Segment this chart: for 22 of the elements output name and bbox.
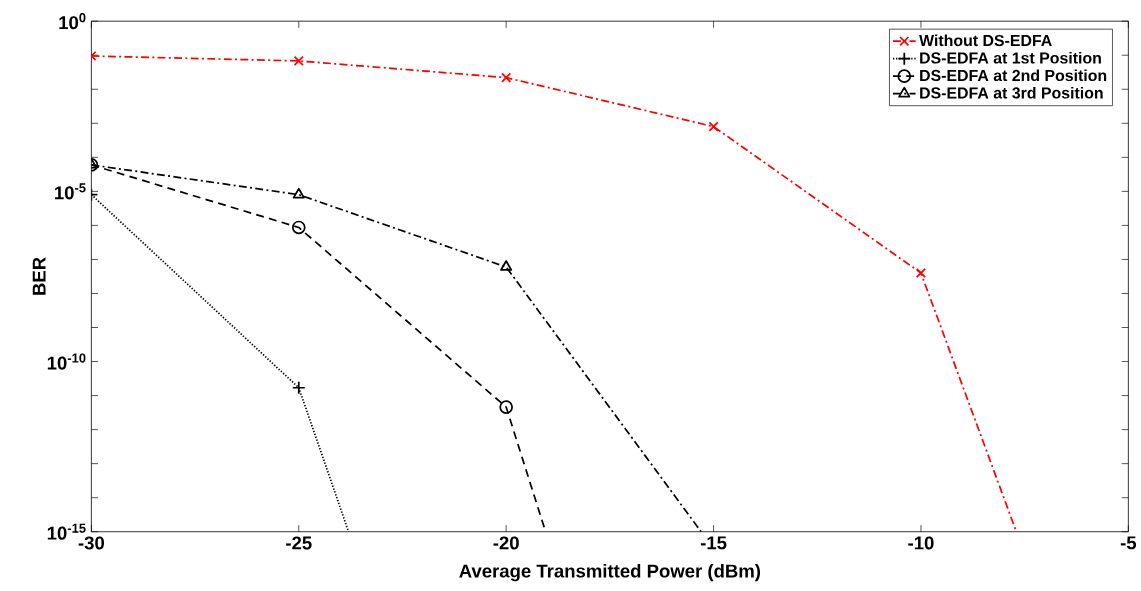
- point: [291, 220, 306, 235]
- legend-label: DS-EDFA at 1st Position: [920, 51, 1101, 64]
- point: [292, 187, 305, 199]
- x-axis-title: Average Transmitted Power (dBm): [459, 563, 761, 582]
- x-tick-label: -15: [700, 536, 727, 550]
- y-tick-label: 10$^{-5}$: [55, 183, 86, 200]
- point: [708, 121, 719, 132]
- y-axis-title: BER: [32, 257, 46, 295]
- point: [499, 400, 513, 414]
- point: [501, 72, 512, 83]
- x-tick-label: -20: [493, 536, 519, 550]
- y-tick-label: 10$^{-10}$: [47, 353, 86, 370]
- y-tick-label: 10$^{0}$: [59, 12, 86, 30]
- legend-label: DS-EDFA at 3rd Position: [920, 86, 1103, 99]
- x-tick-label: -5: [1120, 536, 1137, 550]
- legend-label: Without DS-EDFA: [919, 34, 1052, 46]
- x-tick-label: -25: [286, 536, 312, 550]
- point: [915, 267, 927, 278]
- point: [500, 260, 513, 271]
- point: [293, 55, 304, 66]
- legend-label: DS-EDFA at 2nd Position: [920, 69, 1107, 81]
- x-tick-label: -10: [908, 536, 934, 550]
